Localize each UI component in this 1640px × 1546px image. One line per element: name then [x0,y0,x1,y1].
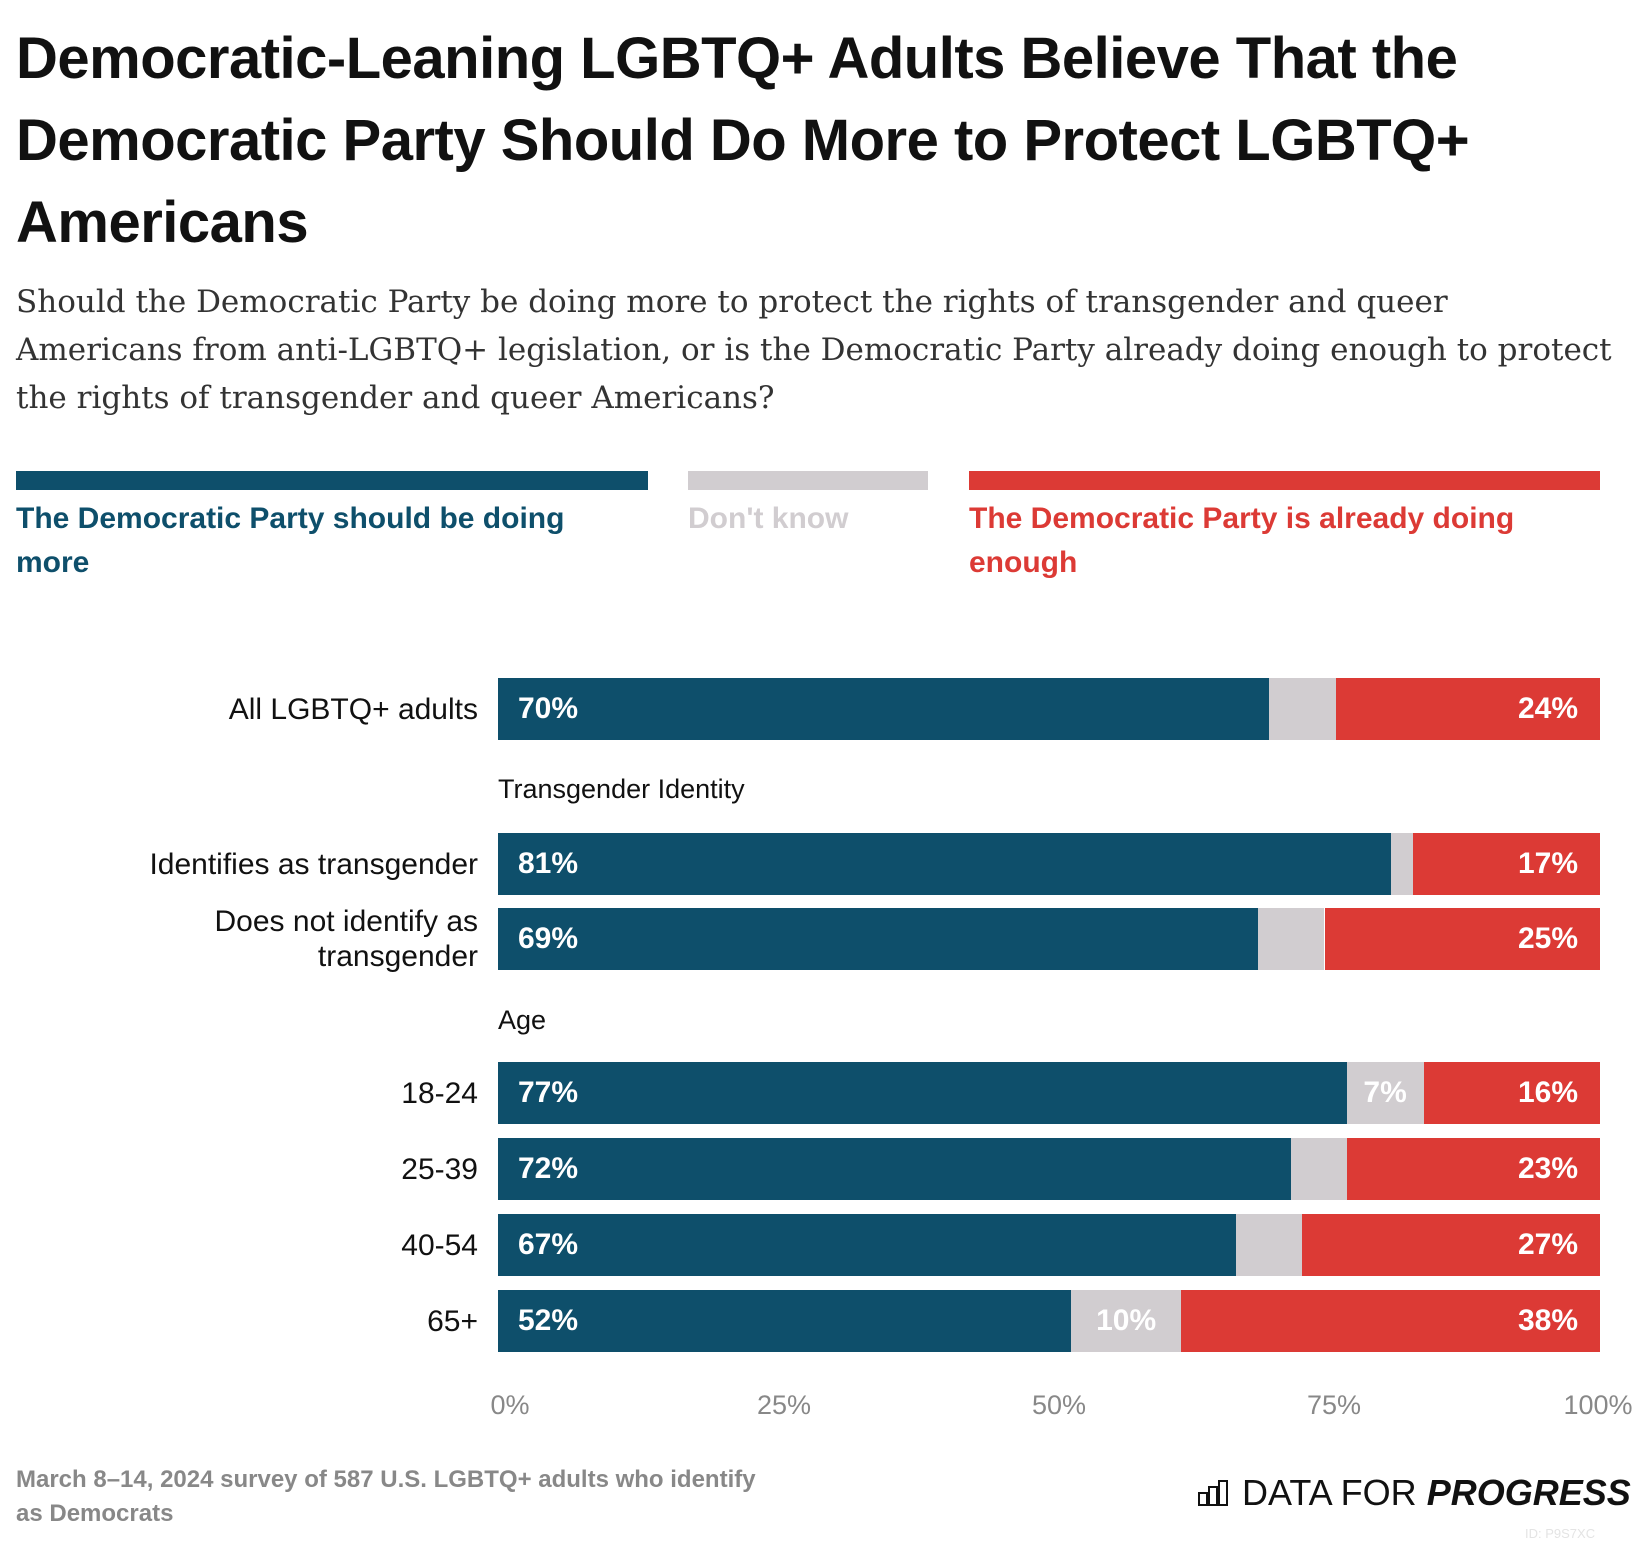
bar-segment-doing-more [498,1290,1072,1352]
data-label-doing-enough: 38% [1517,1304,1578,1337]
legend-label-dont-know: Don't know [688,502,849,535]
source-footnote: March 8–14, 2024 survey of 587 U.S. LGBT… [16,1466,756,1527]
data-label-doing-enough: 24% [1517,692,1578,725]
category-label: 18-24 [401,1076,478,1110]
bar-segment-doing-more [498,1138,1292,1200]
bar-segment-dont-know [1258,908,1325,970]
bar-segment-doing-more [498,1062,1347,1124]
data-label-doing-more: 67% [518,1228,579,1261]
bar-segment-dont-know [1269,678,1336,740]
data-label-doing-more: 81% [518,847,579,880]
logo-text-bold: PROGRESS [1426,1472,1631,1513]
group-heading-age: Age [498,1005,547,1035]
bar-chart-icon [1198,1480,1228,1506]
legend-swatch-doing-more [16,471,648,490]
chart-title: Democratic-Leaning LGBTQ+ Adults Believe… [16,26,1470,255]
data-label-doing-enough: 17% [1517,847,1578,880]
data-label-doing-enough: 25% [1517,922,1578,955]
x-tick-label: 25% [756,1390,812,1420]
x-tick-label: 75% [1306,1390,1362,1420]
bar-segment-doing-more [498,1214,1237,1276]
bar-segment-dont-know [1236,1214,1303,1276]
bar-segment-doing-enough [1302,1214,1600,1276]
legend-label-doing-more: The Democratic Party should be doing mor… [16,502,565,579]
category-label: 65+ [427,1304,478,1338]
category-label: All LGBTQ+ adults [228,692,478,726]
bar-segment-dont-know [1346,1062,1424,1124]
bar-segment-doing-more [498,833,1391,895]
data-label-doing-enough: 27% [1517,1228,1578,1261]
bar-segment-doing-enough [1335,678,1600,740]
category-label: Identifies as transgender [149,847,478,881]
chart-id: ID: P9S7XC [1525,1526,1596,1541]
data-label-doing-more: 72% [518,1152,579,1185]
data-for-progress-logo: DATA FOR PROGRESS [1198,1472,1631,1514]
x-tick-label: 100% [1563,1390,1633,1420]
bar-segment-dont-know [1390,833,1413,895]
data-label-dont-know: 7% [1363,1076,1407,1109]
bar-segment-doing-enough [1412,833,1600,895]
bar-segment-doing-enough [1181,1290,1600,1352]
legend-swatch-dont-know [688,471,928,490]
category-label: 40-54 [401,1228,478,1262]
x-tick-label: 50% [1031,1390,1087,1420]
legend-label-doing-enough: The Democratic Party is already doing en… [969,502,1515,579]
logo-text-light: DATA FOR [1242,1472,1417,1513]
data-label-doing-enough: 16% [1517,1076,1578,1109]
chart-subtitle: Should the Democratic Party be doing mor… [16,284,1612,416]
data-label-doing-more: 52% [518,1304,579,1337]
bar-segment-dont-know [1071,1290,1182,1352]
bar-segment-dont-know [1291,1138,1347,1200]
bar-segment-doing-enough [1423,1062,1600,1124]
category-label: 25-39 [401,1152,478,1186]
group-heading-transgender-identity: Transgender Identity [498,774,745,804]
x-tick-label: 0% [490,1390,530,1420]
legend-swatch-doing-enough [969,471,1600,490]
data-label-doing-more: 69% [518,922,579,955]
data-label-doing-more: 77% [518,1076,579,1109]
data-label-doing-more: 70% [518,692,579,725]
bar-segment-doing-enough [1324,908,1600,970]
bar-segment-doing-enough [1346,1138,1600,1200]
data-label-dont-know: 10% [1096,1304,1157,1337]
data-label-doing-enough: 23% [1517,1152,1578,1185]
bar-segment-doing-more [498,678,1270,740]
bar-segment-doing-more [498,908,1259,970]
category-label: Does not identify as transgender [214,905,478,973]
